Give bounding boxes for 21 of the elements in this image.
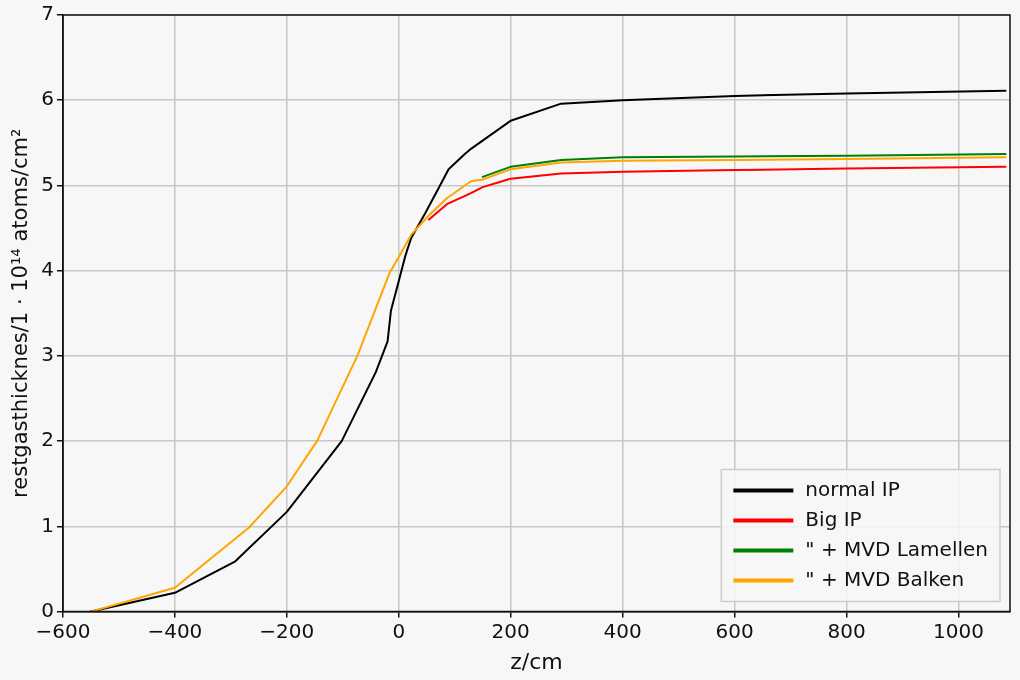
legend-label: " + MVD Balken [805,566,965,591]
legend-label: Big IP [805,506,862,531]
x-axis-title: z/cm [510,648,563,674]
x-tick-label: 0 [392,618,406,643]
legend-label: " + MVD Lamellen [805,536,989,561]
y-tick-label: 7 [41,1,54,26]
y-tick-label: 4 [41,256,54,281]
y-tick-label: 1 [41,512,54,537]
x-tick-label: 600 [715,618,754,643]
x-tick-label: 1000 [933,618,984,643]
x-tick-label: 800 [827,618,866,643]
x-tick-label: 200 [491,618,530,643]
x-tick-label: 400 [603,618,642,643]
x-tick-label: −400 [147,618,203,643]
x-tick-label: −200 [259,618,315,643]
legend-label: normal IP [805,476,900,501]
y-axis-title: restgasthicknes/1 · 10¹⁴ atoms/cm² [8,128,33,498]
y-tick-label: 2 [41,427,54,452]
y-tick-label: 6 [41,86,54,111]
y-tick-label: 3 [41,342,54,367]
y-tick-label: 5 [41,171,54,196]
